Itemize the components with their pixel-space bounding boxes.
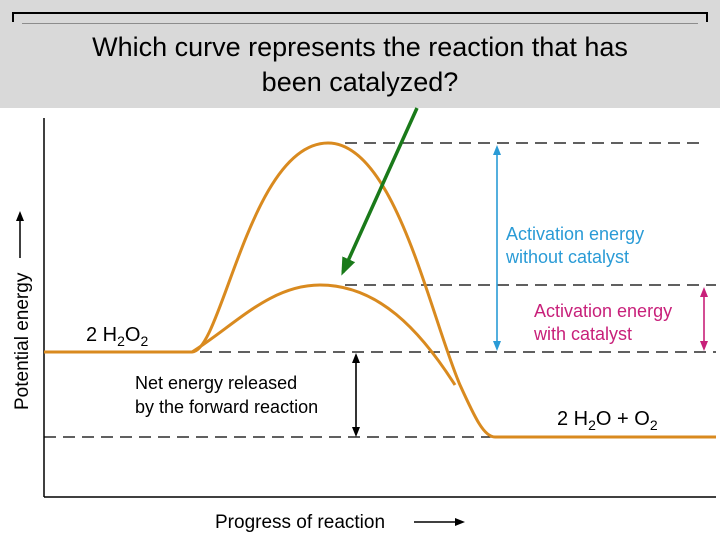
slide-frame-inner-line: [22, 23, 698, 24]
x-axis-label: Progress of reaction: [215, 512, 385, 533]
slide-frame-corner-right: [706, 12, 708, 22]
catalyzed-curve: [191, 283, 457, 386]
question-line-1: Which curve represents the reaction that…: [92, 32, 628, 62]
question-text: Which curve represents the reaction that…: [20, 30, 700, 100]
uncatalyzed-annotation: Activation energy without catalyst: [505, 224, 649, 267]
slide-frame-top: [12, 12, 708, 14]
pointer-arrow: [341, 107, 419, 276]
y-axis-label: Potential energy: [12, 272, 33, 410]
question-line-2: been catalyzed?: [261, 67, 459, 97]
net-energy-annotation: Net energy released by the forward react…: [135, 373, 318, 417]
question-band: [0, 0, 720, 108]
catalyzed-annotation: Activation energy with catalyst: [533, 301, 677, 344]
slide-frame-corner-left: [12, 12, 14, 22]
product-label: 2 H2O + O2: [557, 408, 658, 433]
uncatalyzed-curve: [44, 141, 716, 439]
reactant-label: 2 H2O2: [86, 324, 148, 349]
